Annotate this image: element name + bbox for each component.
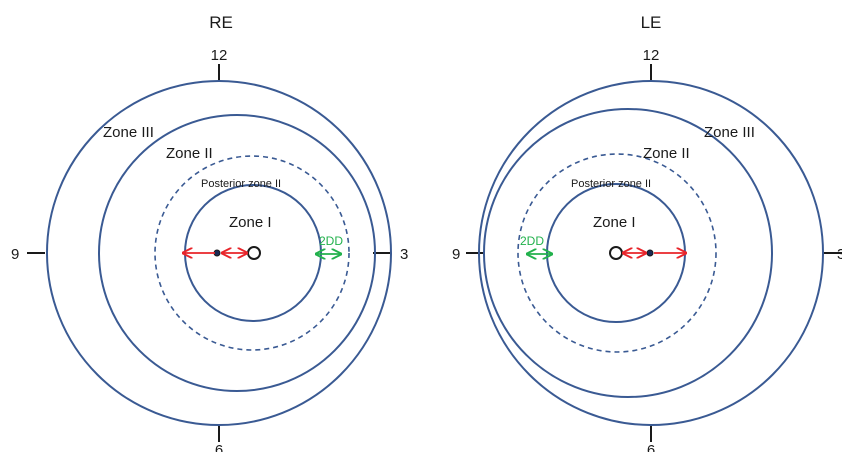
- two-dd-label: 2DD: [520, 234, 544, 248]
- zone-3-label: Zone III: [103, 124, 154, 141]
- zone-3-boundary: [478, 80, 824, 426]
- posterior-zone-2-boundary: [154, 155, 350, 351]
- fovea: [646, 249, 654, 257]
- posterior-zone-2-boundary: [517, 153, 717, 353]
- clock-6-label: 6: [647, 442, 655, 452]
- clock-3-label: 3: [837, 246, 842, 263]
- clock-3-label: 3: [400, 246, 408, 263]
- posterior-zone-2-label: Posterior zone II: [571, 178, 651, 190]
- zone-3-label: Zone III: [704, 124, 755, 141]
- posterior-zone-2-label: Posterior zone II: [201, 178, 281, 190]
- zone-2-label: Zone II: [166, 145, 213, 162]
- zone-2-boundary: [98, 114, 376, 392]
- clock-9-label: 9: [11, 246, 19, 263]
- optic-disc: [247, 246, 261, 260]
- two-dd-label: 2DD: [319, 234, 343, 248]
- clock-12-label: 12: [211, 47, 228, 64]
- left-eye-title: LE: [641, 13, 662, 32]
- zone-2-label: Zone II: [643, 145, 690, 162]
- zone-1-label: Zone I: [593, 214, 636, 231]
- optic-disc: [609, 246, 623, 260]
- clock-9-label: 9: [452, 246, 460, 263]
- right-eye-diagram: RE 12 3 6 9 Zone III Zone II Posterior z…: [11, 13, 408, 452]
- clock-6-label: 6: [215, 442, 223, 452]
- zone-1-label: Zone I: [229, 214, 272, 231]
- zone-3-boundary: [46, 80, 392, 426]
- zone-2-boundary: [483, 108, 773, 398]
- right-eye-title: RE: [209, 13, 233, 32]
- clock-12-label: 12: [643, 47, 660, 64]
- left-eye-diagram: LE 12 3 6 9 Zone III Zone II Posterior z…: [452, 13, 842, 452]
